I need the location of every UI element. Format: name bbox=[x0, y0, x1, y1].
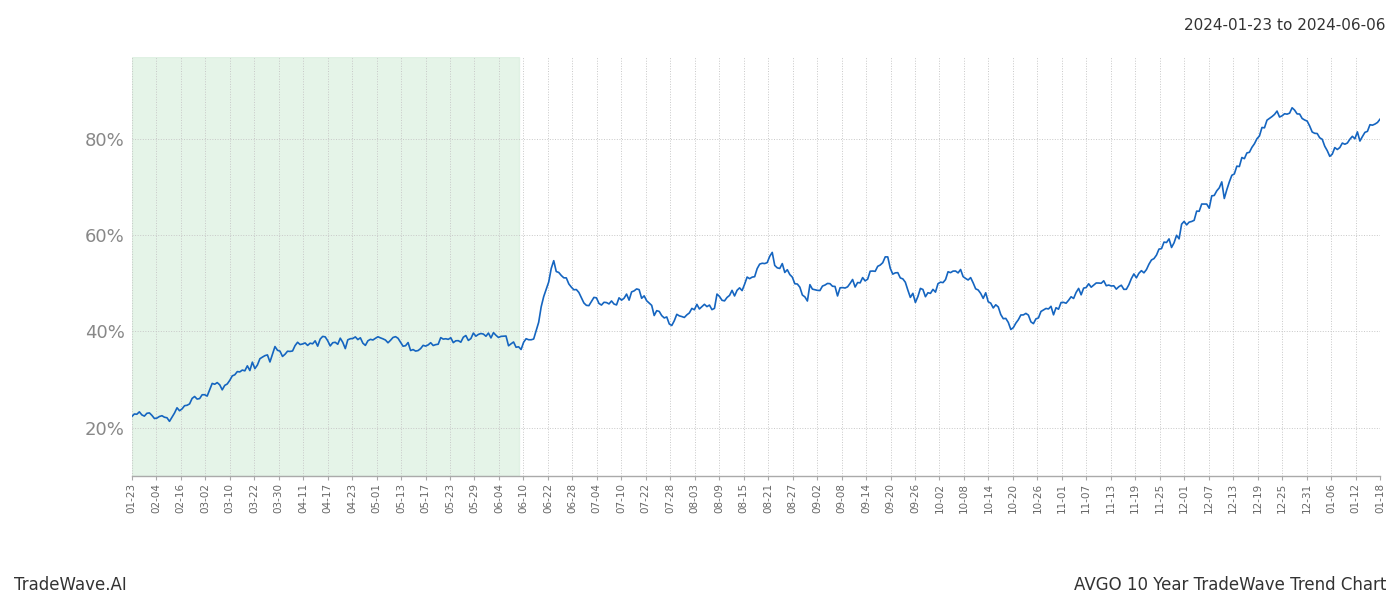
Text: 2024-01-23 to 2024-06-06: 2024-01-23 to 2024-06-06 bbox=[1184, 18, 1386, 33]
Text: TradeWave.AI: TradeWave.AI bbox=[14, 576, 127, 594]
Bar bbox=[132, 57, 519, 476]
Text: AVGO 10 Year TradeWave Trend Chart: AVGO 10 Year TradeWave Trend Chart bbox=[1074, 576, 1386, 594]
